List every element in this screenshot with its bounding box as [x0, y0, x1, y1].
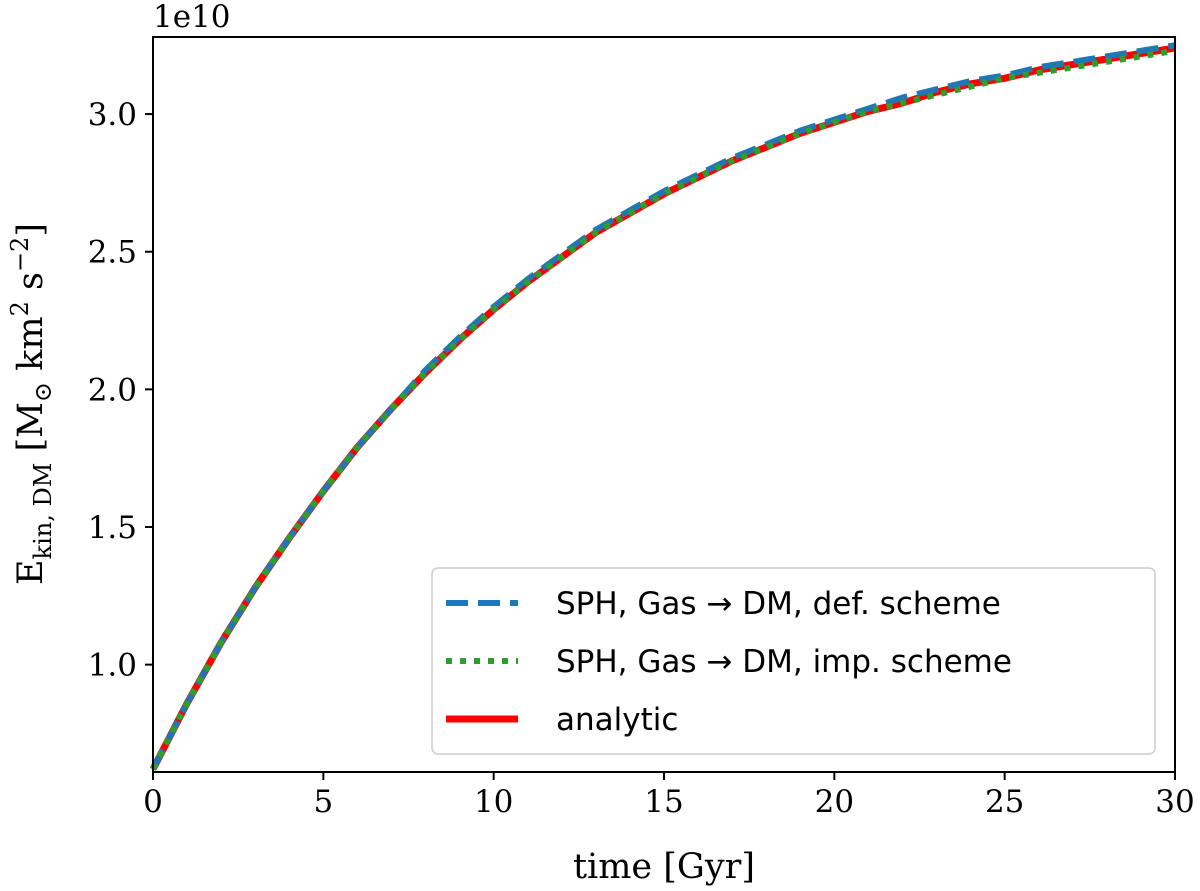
x-tick-label: 30	[1155, 784, 1194, 820]
x-tick-label: 20	[815, 784, 854, 820]
y-offset-label: 1e10	[153, 0, 231, 35]
y-axis-label: Ekin, DM [M⊙ km2 s−2]	[6, 223, 57, 585]
legend-label: SPH, Gas → DM, def. scheme	[556, 586, 1001, 622]
y-tick-label: 2.5	[88, 235, 137, 271]
y-label-units: [M	[11, 402, 51, 463]
x-tick-label: 10	[474, 784, 513, 820]
legend: SPH, Gas → DM, def. scheme SPH, Gas → DM,…	[431, 567, 1156, 755]
x-axis: 0 5 10 15 20 25 30	[143, 772, 1195, 820]
y-tick-label: 3.0	[88, 97, 137, 133]
legend-box	[431, 567, 1156, 755]
y-label-neg2: −2	[6, 237, 34, 272]
y-tick-label: 1.0	[88, 648, 137, 684]
y-label-close: ]	[11, 223, 51, 237]
y-tick-label: 2.0	[88, 372, 137, 408]
series-layer	[149, 42, 1176, 771]
legend-label: analytic	[556, 702, 678, 738]
x-tick-label: 5	[313, 784, 333, 820]
x-tick-label: 15	[644, 784, 683, 820]
y-label-sq: 2	[6, 301, 34, 316]
y-label-km: km	[11, 316, 51, 382]
y-label-odot: ⊙	[29, 382, 57, 402]
y-label-subscript: kin, DM	[29, 463, 57, 560]
series-line-dotted	[150, 47, 1176, 771]
x-axis-label: time [Gyr]	[573, 847, 755, 887]
y-tick-label: 1.5	[88, 510, 137, 546]
x-tick-label: 0	[143, 784, 163, 820]
y-axis: 1.0 1.5 2.0 2.5 3.0	[88, 97, 153, 684]
y-label-s: s	[11, 272, 51, 301]
x-tick-label: 25	[985, 784, 1024, 820]
legend-label: SPH, Gas → DM, imp. scheme	[556, 644, 1012, 680]
y-label-symbol: E	[11, 559, 51, 585]
